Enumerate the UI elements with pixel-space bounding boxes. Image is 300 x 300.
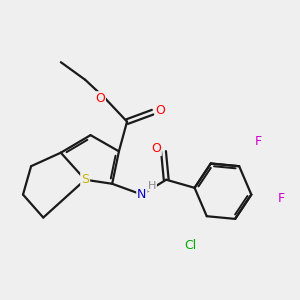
Text: O: O bbox=[151, 142, 161, 155]
Text: Cl: Cl bbox=[184, 239, 197, 252]
Text: O: O bbox=[155, 103, 165, 116]
Text: O: O bbox=[95, 92, 105, 105]
Text: F: F bbox=[278, 192, 285, 205]
Text: F: F bbox=[255, 135, 262, 148]
Text: N: N bbox=[137, 188, 147, 201]
Text: S: S bbox=[81, 173, 89, 186]
Text: H: H bbox=[148, 181, 156, 191]
